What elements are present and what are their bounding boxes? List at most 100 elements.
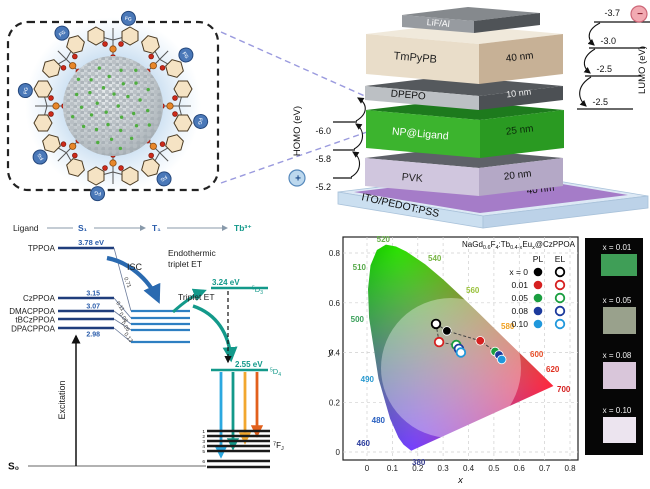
isc-value-1: 0.11: [114, 301, 125, 313]
layer-label-lif: LiF/Al: [426, 17, 450, 29]
layer-thickness-dpepo: 10 nm: [506, 87, 532, 100]
fg-label: FG: [196, 117, 203, 125]
legend-col-pl: PL: [533, 254, 544, 264]
y-axis-label: y: [327, 347, 334, 358]
triplet-et-arrow: [192, 304, 238, 363]
cie-point: [475, 336, 485, 346]
ligand-name-czppoa: CzPPOA: [23, 294, 56, 303]
fj-number-2: 2: [202, 434, 205, 440]
electron-icon: [630, 5, 648, 23]
legend-row-label-4: 0.10: [511, 319, 528, 329]
isc-value-2: 0.08: [117, 312, 128, 324]
y-tick-3: 0.6: [329, 299, 341, 308]
layer-lif-al: LiF/Al: [402, 7, 540, 33]
isc-value-3: 0.05: [119, 321, 130, 333]
hole-icon: [288, 169, 306, 187]
photo-label-2: x = 0.08: [603, 351, 632, 360]
wl-580: 580: [501, 322, 515, 331]
fg-label: FG: [36, 152, 45, 161]
y-tick-4: 0.8: [329, 249, 341, 258]
photo-label-1: x = 0.05: [603, 296, 632, 305]
triplet-et-label: Triplet ET: [178, 292, 215, 302]
layer-np-ligand: NP@Ligand 25 nm: [366, 100, 564, 158]
homo-axis-label: HOMO (eV): [292, 106, 303, 156]
fg-groups: FG FG FG FG FG FG FG FG: [17, 10, 209, 202]
hole-sign: +: [295, 174, 301, 185]
lumo-value-2: -2.5: [596, 64, 612, 74]
cie-point: [455, 347, 467, 358]
fj-number-1: 1: [202, 429, 205, 435]
lumo-value-1: -3.0: [600, 36, 616, 46]
legend-row-label-1: 0.01: [511, 280, 528, 290]
layer-dpepo: DPEPO 10 nm: [365, 76, 563, 110]
fg-label: FG: [58, 29, 67, 38]
ligand-name-dmacppoa: DMACPPOA: [9, 307, 55, 316]
d3-level: 3.24 eV 5D3: [211, 278, 268, 296]
legend-pl-markers: [533, 267, 543, 329]
lumo-axis-label: LUMO (eV): [637, 46, 648, 94]
zoom-connector-bottom: [220, 131, 368, 184]
cie-point: [497, 354, 507, 365]
device-stack: ITO/PEDOT:PSS 40 nm PVK 20 nm NP@Ligand …: [288, 5, 650, 229]
header-tb: Tb³⁺: [234, 223, 252, 233]
photo-sample-0: [601, 254, 637, 276]
x-tick-8: 0.8: [564, 464, 576, 473]
fg-label: FG: [159, 174, 168, 183]
x-tick-7: 0.7: [539, 464, 551, 473]
photo-label-0: x = 0.01: [603, 243, 632, 252]
isc-label: ISC: [127, 262, 143, 272]
homo-value-0: -6.0: [315, 126, 331, 136]
x-tick-3: 0.3: [438, 464, 450, 473]
layer-thickness-pvk: 20 nm: [503, 168, 532, 182]
nanoparticle-core: [63, 56, 163, 156]
legend-row-label-0: x = 0: [509, 267, 528, 277]
photo-label-3: x = 0.10: [603, 406, 632, 415]
homo-value-2: -5.2: [315, 182, 331, 192]
wl-600: 600: [530, 350, 544, 359]
fg-label: FG: [124, 16, 132, 23]
header-s1: S₁: [78, 223, 88, 233]
header-ligand: Ligand: [13, 223, 39, 233]
ligand-value-tbczppoa: 3.01: [86, 313, 100, 320]
electron-sign: −: [637, 9, 643, 20]
legend-row-label-3: 0.08: [511, 306, 528, 316]
homo-levels: -6.0 -5.8 -5.2 + HOMO (eV): [288, 97, 366, 192]
legend-row-label-2: 0.05: [511, 293, 528, 303]
wl-510: 510: [353, 263, 367, 272]
y-tick-1: 0.2: [329, 398, 341, 407]
cie-point: [433, 336, 445, 348]
wl-490: 490: [361, 375, 375, 384]
cie-data-points: [430, 318, 507, 365]
isc-arrow: [106, 255, 161, 304]
fg-label: FG: [23, 87, 30, 95]
wl-700: 700: [557, 385, 571, 394]
zoom-connector-top: [220, 31, 368, 98]
photo-strip: x = 0.01 x = 0.05 x = 0.08 x = 0.10: [585, 238, 643, 455]
layer-label-pvk: PVK: [401, 171, 423, 185]
x-tick-1: 0.1: [387, 464, 399, 473]
dopant-dots: [71, 66, 151, 151]
x-tick-5: 0.5: [488, 464, 500, 473]
layer-tmpypb: TmPyPB 40 nm: [366, 24, 563, 84]
layer-label-tmpypb: TmPyPB: [393, 50, 437, 66]
x-tick-6: 0.6: [514, 464, 526, 473]
wl-480: 480: [372, 416, 386, 425]
fg-label: FG: [94, 189, 102, 196]
layer-pvk: PVK 20 nm: [365, 148, 563, 196]
wl-620: 620: [546, 365, 560, 374]
excitation-label: Excitation: [57, 380, 67, 419]
wl-560: 560: [466, 286, 480, 295]
legend-title: NaGd0.6F4:Tb0.4-xEux@CzPPOA: [462, 240, 576, 251]
endothermic-et-arrow: [171, 288, 207, 314]
energy-diagram: Ligand S₁ T₁ Tb³⁺ TPPOA CzPPOA DMACPPOA …: [8, 223, 284, 473]
wl-520: 520: [377, 235, 391, 244]
isc-crossings: 0.71 0.11 0.08 0.05 0.13 ISC: [106, 247, 161, 344]
legend-col-el: EL: [555, 254, 566, 264]
t1-levels: [131, 309, 190, 344]
s0-label: S₀: [8, 462, 19, 473]
ligand-value-dmacppoa: 3.07: [86, 304, 100, 311]
homo-value-1: -5.8: [315, 154, 331, 164]
cie-legend: NaGd0.6F4:Tb0.4-xEux@CzPPOA PL EL x = 0 …: [462, 240, 576, 330]
wl-540: 540: [428, 254, 442, 263]
